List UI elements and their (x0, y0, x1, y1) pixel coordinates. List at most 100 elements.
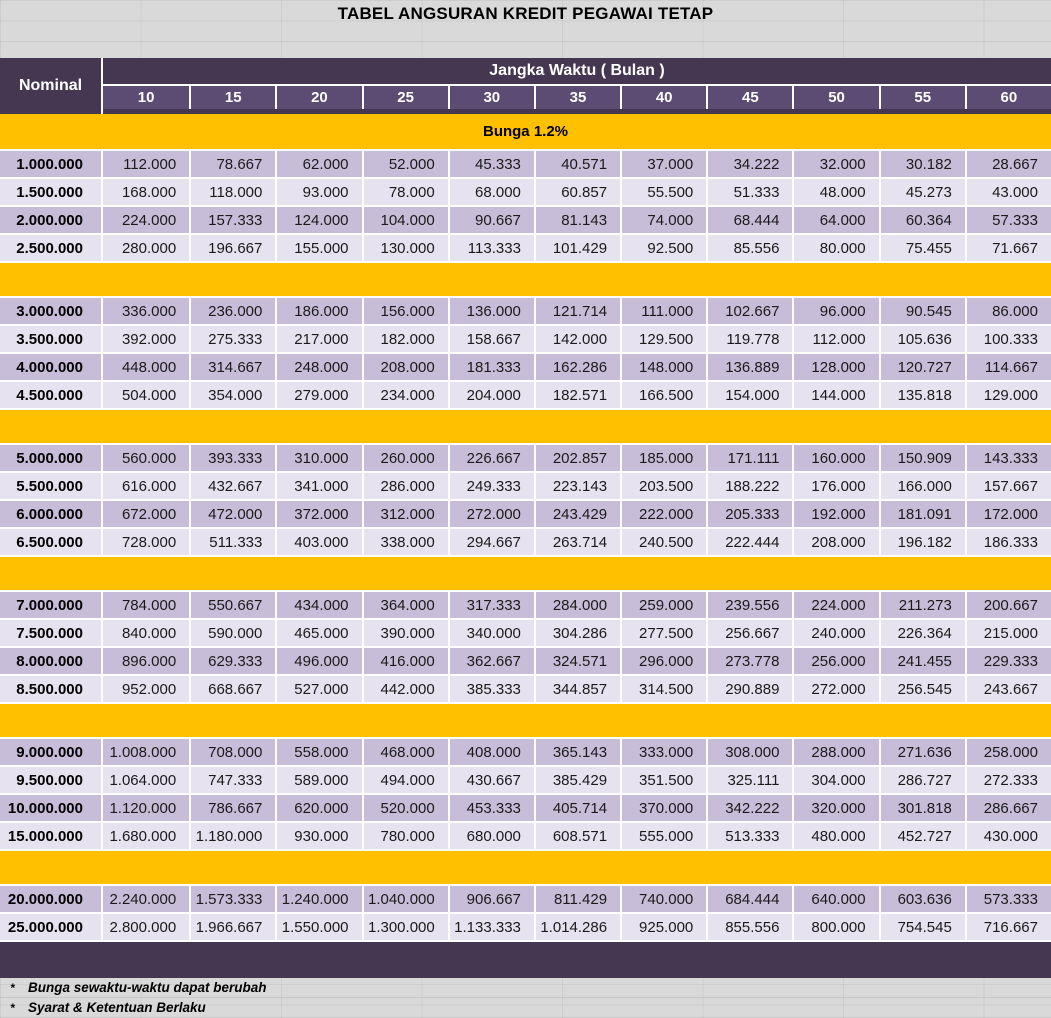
group-separator (0, 702, 1051, 737)
installment-cell: 203.500 (620, 473, 707, 499)
installment-table: Nominal Jangka Waktu ( Bulan ) 10 15 20 25 3… (0, 58, 1051, 978)
installment-cell: 603.636 (878, 886, 965, 912)
installment-cell: 222.000 (620, 501, 707, 527)
installment-cell: 325.111 (706, 767, 793, 793)
installment-cell: 279.000 (275, 382, 362, 408)
installment-cell: 81.143 (533, 207, 621, 233)
nominal-cell: 3.500.000 (0, 326, 103, 352)
installment-cell: 780.000 (361, 823, 448, 849)
installment-cell: 215.000 (964, 620, 1051, 646)
installment-cell: 952.000 (103, 676, 190, 702)
installment-cell: 129.000 (964, 382, 1051, 408)
installment-cell: 1.240.000 (275, 886, 362, 912)
group-separator (0, 261, 1051, 296)
installment-cell: 333.000 (620, 739, 707, 765)
nominal-cell: 5.500.000 (0, 473, 103, 499)
nominal-cell: 1.000.000 (0, 151, 103, 177)
table-row: 5.000.000 560.000 393.333 310.000 260.000 226… (0, 443, 1051, 471)
installment-cell: 2.240.000 (103, 886, 190, 912)
installment-cell: 37.000 (620, 151, 707, 177)
installment-cell: 32.000 (792, 151, 879, 177)
installment-cell: 472.000 (189, 501, 276, 527)
installment-cell: 202.857 (533, 445, 621, 471)
installment-cell: 68.444 (706, 207, 793, 233)
installment-cell: 430.000 (964, 823, 1051, 849)
installment-cell: 172.000 (964, 501, 1051, 527)
installment-cell: 181.333 (447, 354, 534, 380)
footnote-terms: * Syarat & Ketentuan Berlaku (0, 998, 1051, 1018)
installment-cell: 188.222 (706, 473, 793, 499)
installment-cell: 275.333 (189, 326, 276, 352)
table-row: 3.500.000 392.000 275.333 217.000 182.000 158… (0, 324, 1051, 352)
installment-cell: 114.667 (964, 354, 1051, 380)
installment-cell: 222.444 (706, 529, 793, 555)
installment-cell: 504.000 (103, 382, 190, 408)
installment-cell: 86.000 (964, 298, 1051, 324)
installment-cell: 527.000 (275, 676, 362, 702)
nominal-cell: 10.000.000 (0, 795, 103, 821)
table-row: 2.000.000 224.000 157.333 124.000 104.000 90.… (0, 205, 1051, 233)
installment-cell: 224.000 (792, 592, 879, 618)
installment-cell: 104.000 (361, 207, 448, 233)
installment-cell: 286.000 (361, 473, 448, 499)
installment-cell: 1.133.333 (447, 914, 534, 940)
installment-cell: 229.333 (964, 648, 1051, 674)
table-row: 3.000.000 336.000 236.000 186.000 156.000 136… (0, 296, 1051, 324)
nominal-cell: 2.500.000 (0, 235, 103, 261)
installment-cell: 224.000 (103, 207, 190, 233)
installment-cell: 112.000 (103, 151, 190, 177)
installment-cell: 280.000 (103, 235, 190, 261)
installment-cell: 258.000 (964, 739, 1051, 765)
installment-cell: 92.500 (620, 235, 707, 261)
table-row: 9.500.000 1.064.000 747.333 589.000 494.000 4… (0, 765, 1051, 793)
installment-cell: 60.857 (533, 179, 621, 205)
installment-cell: 60.364 (878, 207, 965, 233)
nominal-cell: 1.500.000 (0, 179, 103, 205)
installment-cell: 403.000 (275, 529, 362, 555)
installment-cell: 96.000 (792, 298, 879, 324)
installment-cell: 130.000 (361, 235, 448, 261)
nominal-cell: 25.000.000 (0, 914, 103, 940)
installment-cell: 296.000 (620, 648, 707, 674)
installment-cell: 45.333 (447, 151, 534, 177)
installment-cell: 200.667 (964, 592, 1051, 618)
installment-cell: 90.667 (447, 207, 534, 233)
installment-cell: 1.064.000 (103, 767, 190, 793)
installment-cell: 208.000 (792, 529, 879, 555)
installment-cell: 136.000 (447, 298, 534, 324)
installment-cell: 105.636 (878, 326, 965, 352)
nominal-cell: 9.000.000 (0, 739, 103, 765)
installment-cell: 342.222 (706, 795, 793, 821)
installment-cell: 260.000 (361, 445, 448, 471)
installment-cell: 111.000 (620, 298, 707, 324)
installment-cell: 448.000 (103, 354, 190, 380)
month-header-50: 50 (792, 86, 879, 109)
installment-cell: 290.889 (706, 676, 793, 702)
installment-cell: 416.000 (361, 648, 448, 674)
installment-cell: 243.667 (964, 676, 1051, 702)
installment-cell: 513.333 (706, 823, 793, 849)
nominal-cell: 3.000.000 (0, 298, 103, 324)
installment-cell: 277.500 (620, 620, 707, 646)
installment-cell: 286.727 (878, 767, 965, 793)
month-header-20: 20 (275, 86, 362, 109)
installment-cell: 288.000 (792, 739, 879, 765)
installment-cell: 248.000 (275, 354, 362, 380)
installment-cell: 1.300.000 (361, 914, 448, 940)
installment-cell: 784.000 (103, 592, 190, 618)
installment-cell: 205.333 (706, 501, 793, 527)
installment-cell: 129.500 (620, 326, 707, 352)
installment-cell: 74.000 (620, 207, 707, 233)
installment-cell: 272.333 (964, 767, 1051, 793)
footnote-text: Bunga sewaktu-waktu dapat berubah (28, 980, 267, 995)
installment-cell: 747.333 (189, 767, 276, 793)
installment-cell: 2.800.000 (103, 914, 190, 940)
installment-cell: 55.500 (620, 179, 707, 205)
installment-cell: 754.545 (878, 914, 965, 940)
installment-cell: 432.667 (189, 473, 276, 499)
installment-cell: 620.000 (275, 795, 362, 821)
table-row: 1.000.000 112.000 78.667 62.000 52.000 45.333… (0, 149, 1051, 177)
installment-cell: 256.545 (878, 676, 965, 702)
installment-cell: 434.000 (275, 592, 362, 618)
installment-cell: 370.000 (620, 795, 707, 821)
